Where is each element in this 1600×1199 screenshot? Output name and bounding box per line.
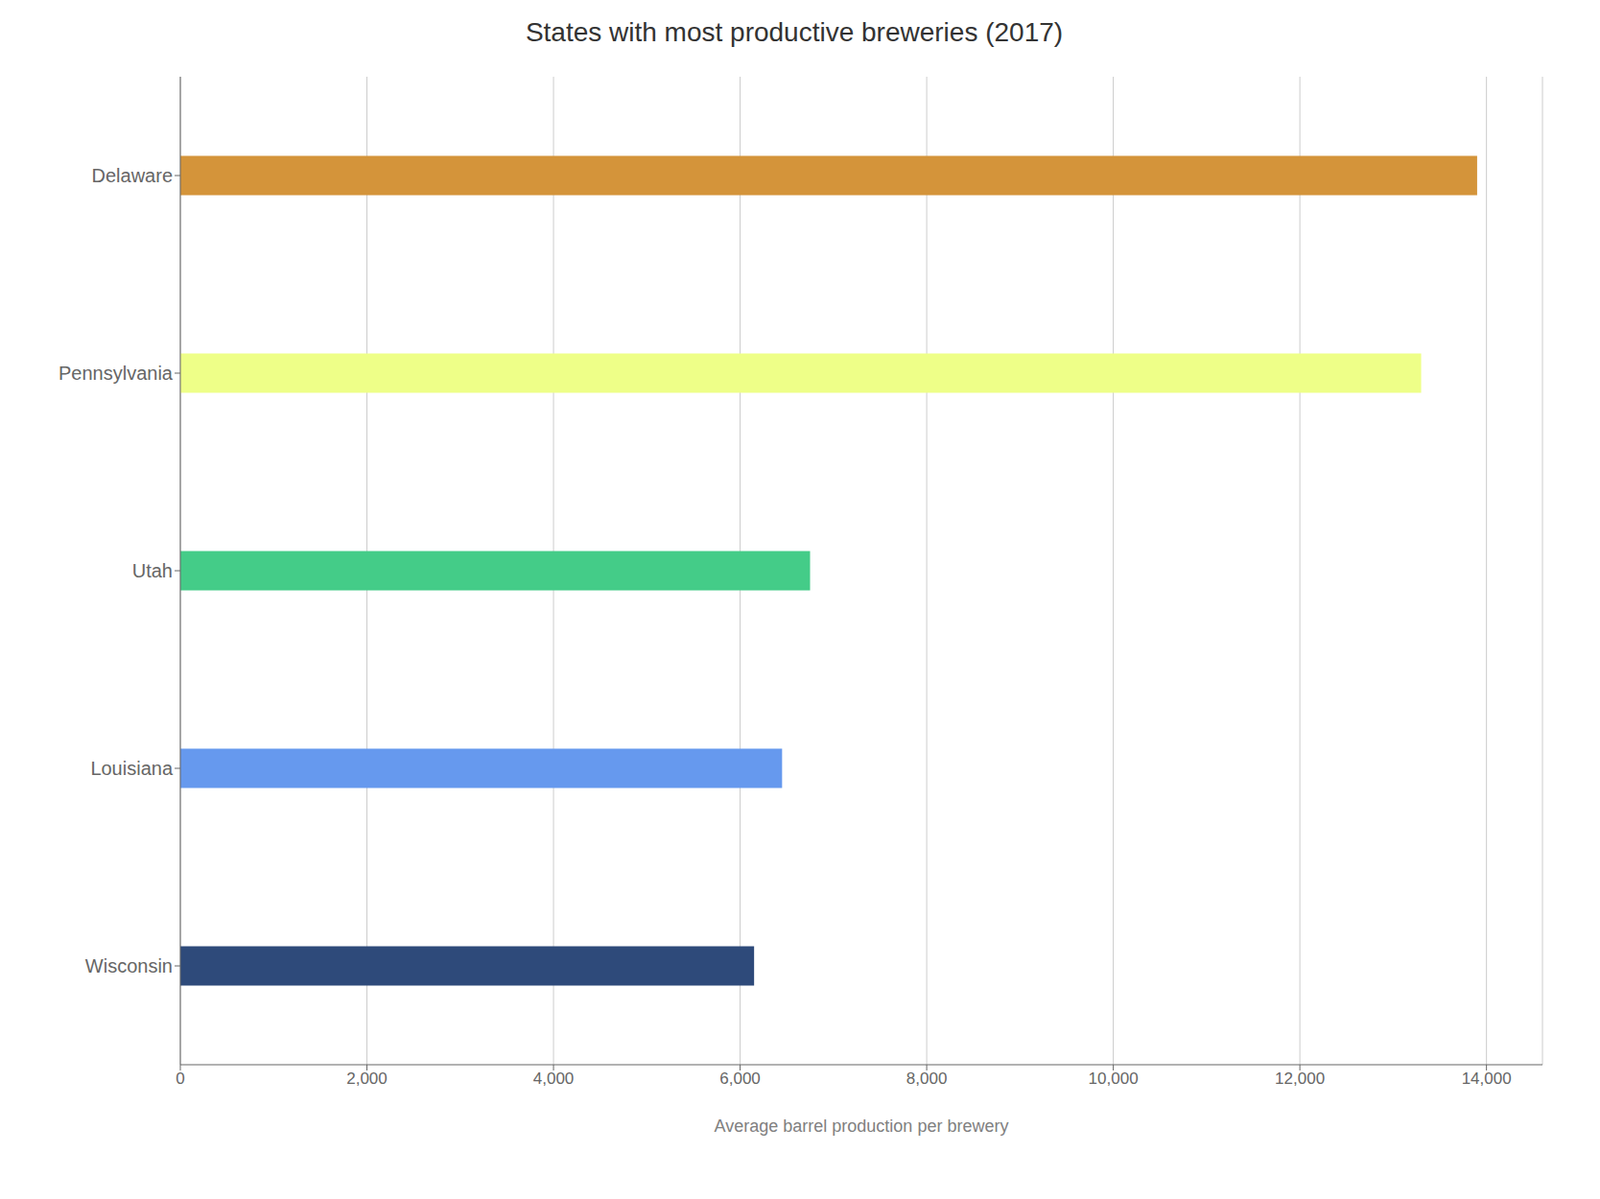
- svg-text:12,000: 12,000: [1274, 1069, 1325, 1088]
- svg-text:6,000: 6,000: [719, 1069, 761, 1088]
- svg-text:10,000: 10,000: [1088, 1069, 1139, 1088]
- html-text:States with most productive br: States with most productive breweries (2…: [525, 17, 1063, 48]
- svg-text:Delaware: Delaware: [92, 164, 173, 187]
- svg-text:2,000: 2,000: [346, 1069, 388, 1088]
- svg-text:4,000: 4,000: [533, 1069, 575, 1088]
- svg-text:Utah: Utah: [132, 560, 173, 582]
- svg-text:14,000: 14,000: [1461, 1069, 1512, 1088]
- svg-text:Wisconsin: Wisconsin: [85, 955, 173, 977]
- svg-text:0: 0: [175, 1069, 185, 1088]
- svg-text:Louisiana: Louisiana: [90, 757, 174, 779]
- svg-text:Average barrel production per: Average barrel production per brewery: [714, 1116, 1010, 1136]
- svg-text:8,000: 8,000: [906, 1069, 948, 1088]
- svg-text:Pennsylvania: Pennsylvania: [58, 362, 174, 384]
